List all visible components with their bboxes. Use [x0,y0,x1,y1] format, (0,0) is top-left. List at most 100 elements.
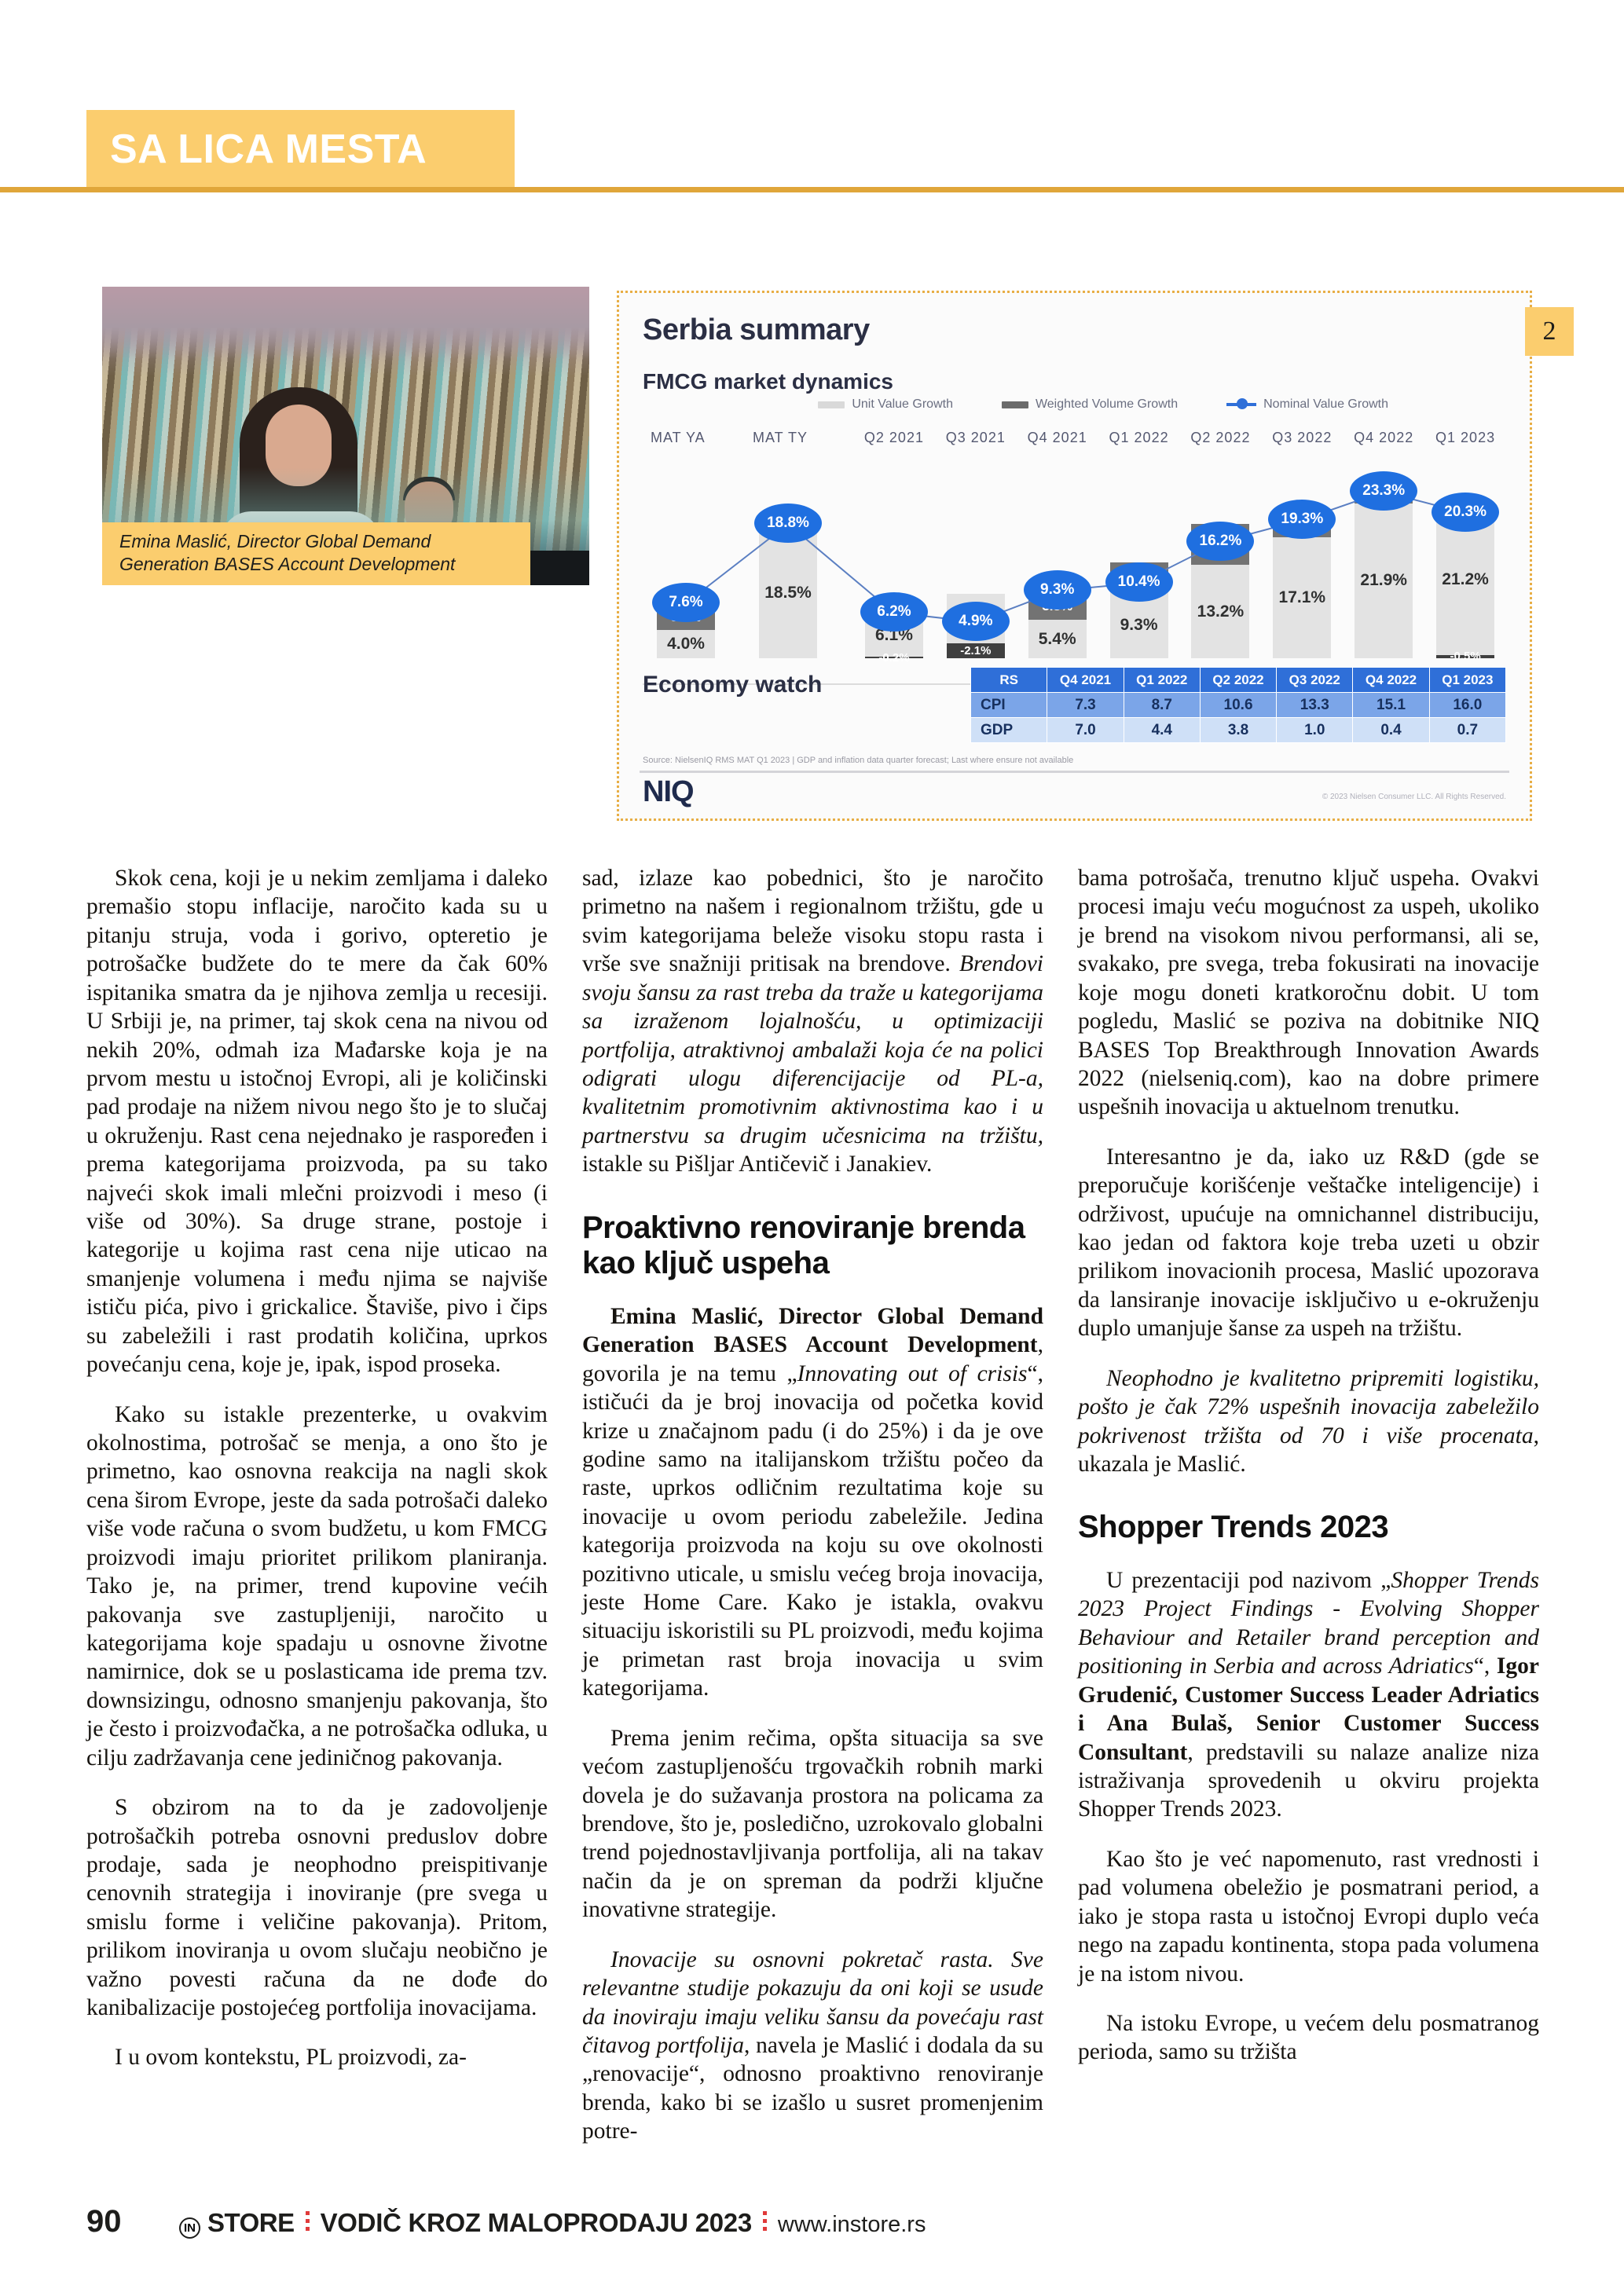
page-footer: 90 IN STORE VODIČ KROZ MALOPRODAJU 2023 … [86,2204,1540,2239]
slide-divider [640,771,1509,773]
chart-bar-group: 6.1% -0.2% 6.2% [853,592,935,685]
bar-segment-unit-value: 18.5% [759,527,817,658]
text-run-italic: Inovacije su osnovni pokretač rasta. Sve… [582,1946,1043,2058]
axis-tick-label: Q4 2022 [1354,430,1414,445]
table-column-header: Q1 2023 [1428,667,1507,693]
axis-tick-label: Q2 2022 [1190,430,1251,445]
paragraph: Na istoku Evrope, u većem delu posmatran… [1078,2010,1539,2065]
table-cell: 16.0 [1428,692,1507,718]
nominal-value-bubble: 10.4% [1105,562,1173,602]
table-cell: 15.1 [1352,692,1430,718]
legend-swatch-icon [818,401,845,408]
text-run: , navela je Maslić i dodala da su „renov… [582,2032,1043,2144]
paragraph: Prema jenim rečima, opšta situacija sa s… [582,1725,1043,1923]
paragraph: Kako su istakle prezenterke, u ovakvim o… [86,1401,548,1771]
bar-segment-unit-value: 4.0% [657,630,715,658]
nominal-value-bubble: 18.8% [754,503,822,543]
chart-x-axis: MAT YA MAT TY Q2 2021 Q3 2021 Q4 2021 Q1 202… [643,423,1506,446]
axis-tick-label: Q3 2021 [945,430,1006,445]
chart-bar-group: 2.2%17.1%19.3% [1261,500,1343,685]
section-banner: SA LICA MESTA [86,110,515,189]
chart-subtitle: FMCG market dynamics [643,369,893,394]
legend-label: Weighted Volume Growth [1035,397,1179,411]
text-run: , govorila je na temu „ [582,1332,1043,1386]
footer-guide-text: VODIČ KROZ MALOPRODAJU 2023 [320,2208,753,2237]
chart-bar-group: 3.8%5.4%9.3% [1017,570,1098,685]
nominal-value-bubble: 9.3% [1023,570,1091,610]
axis-tick-label: Q4 2021 [1027,430,1087,445]
text-run-italic: Neophodno je kvalitetno pripremiti logis… [1078,1365,1539,1448]
dot-separator-icon [762,2211,767,2235]
nominal-value-bubble: 4.9% [941,601,1010,641]
photo-haze [102,287,589,359]
table-column-header: RS [970,667,1048,693]
bar-segment-negative: -2.1% [946,643,1005,658]
text-run: “, [1473,1653,1497,1679]
nominal-value-bubble: 16.2% [1186,522,1255,562]
chart-bar-group: 4.3%9.3%10.4% [1098,562,1180,685]
text-run-bold: Igor Grudenić, Customer Success Leader A… [1078,1653,1539,1765]
bar-segment-negative: -0.5% [1436,650,1495,663]
table-column-header: Q2 2022 [1199,667,1278,693]
legend-label: Unit Value Growth [852,397,953,411]
table-row: CPI 7.3 8.7 10.6 13.3 15.1 16.0 [970,692,1507,718]
table-column-header: Q1 2022 [1123,667,1201,693]
chart-bar: 2.2%17.1% [1273,522,1332,658]
chart-bar-group: 3.5%4.0%7.6% [651,582,721,686]
table-cell: 13.3 [1276,692,1354,718]
table-cell: 3.8 [1199,717,1278,743]
table-column-header: Q4 2022 [1352,667,1430,693]
chart-legend: Unit Value Growth Weighted Volume Growth… [643,397,1506,412]
article-column-2: sad, izlaze kao pobednici, što je naroči… [582,864,1043,2160]
table-row-label: GDP [970,717,1048,743]
chart-bar-group: 1.4%21.9%23.3% [1343,471,1424,685]
axis-tick-label: Q2 2021 [863,430,924,445]
bar-segment-unit-value: 17.1% [1273,537,1332,658]
axis-tick-label: Q1 2022 [1109,430,1169,445]
text-run: sad, izlaze kao pobednici, što je naroči… [582,866,1043,977]
nominal-value-bubble: 19.3% [1268,500,1336,540]
niq-logo: NIQ [643,775,695,808]
bar-segment-unit-value: 5.4% [1028,620,1087,658]
presentation-slide: Serbia summary 2 FMCG market dynamics Un… [617,291,1574,821]
legend-item-unit-value: Unit Value Growth [818,397,953,412]
axis-tick-label: Q3 2022 [1272,430,1333,445]
section-title: SA LICA MESTA [110,126,427,172]
chart-bar-group: 7.0%-2.1%4.9% [935,594,1017,685]
bar-segment-unit-value: 13.2% [1191,565,1250,658]
instore-logo-icon: IN [179,2217,200,2239]
bar-segment-unit-value: 21.2% [1436,504,1495,655]
page-header: SA LICA MESTA [0,110,1624,193]
text-run: , ukazala je Maslić. [1078,1423,1539,1478]
slide-title: Serbia summary [643,313,870,346]
table-cell: 8.7 [1123,692,1201,718]
text-run: U prezentaciji pod nazivom „ [1106,1568,1391,1594]
table-cell: 10.6 [1199,692,1278,718]
paragraph: Emina Maslić, Director Global Demand Gen… [582,1302,1043,1703]
chart-source-note: Source: NielsenIQ RMS MAT Q1 2023 | GDP … [643,756,1074,765]
section-heading-shopper-trends: Shopper Trends 2023 [1078,1510,1389,1545]
legend-item-weighted-volume: Weighted Volume Growth [1001,397,1179,412]
text-run-italic: Shopper Trends 2023 Project Findings - E… [1078,1568,1539,1679]
chart-bar-group: 21.2% -0.5% 20.3% [1424,493,1506,685]
table-column-header: Q3 2022 [1276,667,1354,693]
slide-page-badge: 2 [1525,307,1574,356]
text-run-bold: Emina Maslić, Director Global Demand Gen… [582,1303,1043,1358]
page-number: 90 [86,2204,122,2239]
legend-label: Nominal Value Growth [1263,397,1388,411]
table-row-label: CPI [970,692,1048,718]
speaker-photo-block: Emina Maslić, Director Global Demand Gen… [102,287,589,585]
chart-bar: 21.2% -0.5% [1436,504,1495,663]
nominal-value-bubble: 20.3% [1432,493,1500,533]
axis-tick-label: MAT YA [651,430,706,445]
chart-bar: 18.5% [759,527,817,658]
paragraph: Skok cena, koji je u nekim zemljama i da… [86,866,548,1378]
legend-swatch-icon [1001,401,1028,408]
economy-watch: Economy watch RS Q4 2021 Q1 2022 Q2 2022 Q3 … [643,667,1507,743]
article-column-3: bama potrošača, trenutno ključ uspeha. O… [1078,864,1539,2160]
chart-bar-group: 5.8%13.2%16.2% [1180,522,1262,685]
text-run: “, ističući da je broj inovacija od poče… [582,1360,1043,1701]
table-cell: 4.4 [1123,717,1201,743]
paragraph: bama potrošača, trenutno ključ uspeha. O… [1078,866,1539,1120]
table-cell: 0.7 [1428,717,1507,743]
